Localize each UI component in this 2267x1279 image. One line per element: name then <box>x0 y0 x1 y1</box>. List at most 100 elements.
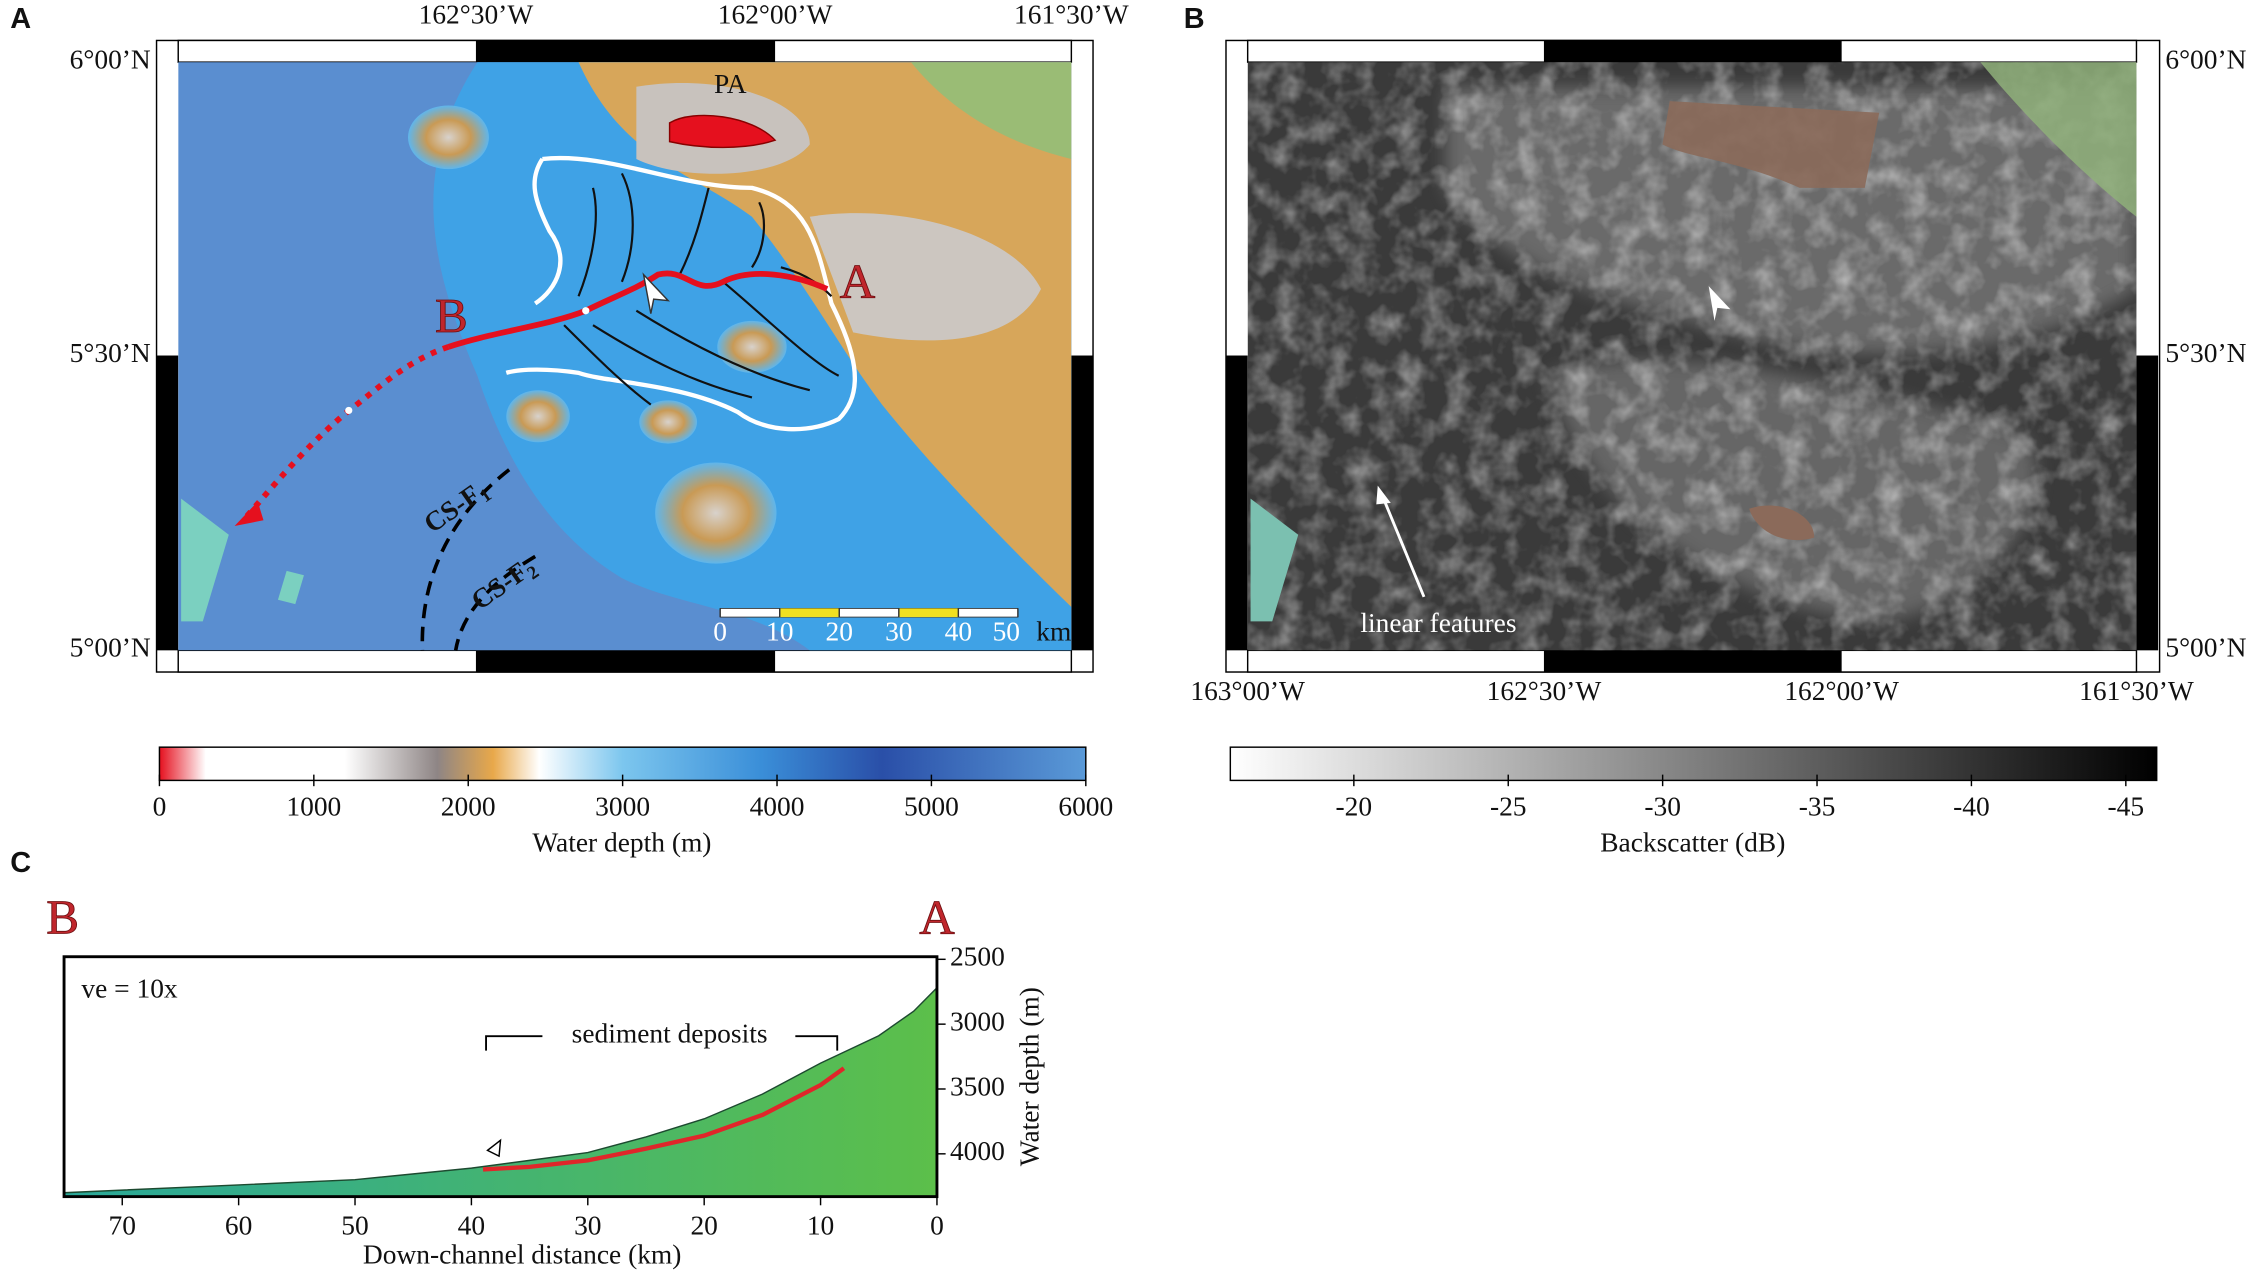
longitude-label: 161°30’W <box>1014 0 1129 30</box>
latitude-label: 6°00’N <box>70 44 151 74</box>
catchment-outline <box>505 155 858 432</box>
texture <box>1247 62 2137 651</box>
colorbar-tick-label: -45 <box>2108 792 2145 822</box>
x-axis-label: Down-channel distance (km) <box>363 1240 681 1270</box>
seamount <box>639 400 698 444</box>
pa-summit <box>668 114 777 149</box>
scale-label: 0 <box>713 617 727 647</box>
longitude-label: 161°30’W <box>2079 676 2194 706</box>
scale-label: 30 <box>885 617 912 647</box>
annotation-arrow <box>1376 485 1391 505</box>
colorbar-tick-label: 1000 <box>286 792 341 822</box>
data-gap <box>1749 505 1815 541</box>
colorbar-tick-label: -30 <box>1644 792 1681 822</box>
seamount <box>655 462 777 564</box>
longitude-label: 162°30’W <box>1487 676 1602 706</box>
channel-point <box>345 406 353 415</box>
y-tick-label: 3500 <box>950 1071 1005 1101</box>
plot-frame <box>62 955 939 1199</box>
latitude-label: 5°30’N <box>70 338 151 368</box>
annotation: sediment deposits <box>572 1019 768 1049</box>
backscatter <box>1247 62 2137 651</box>
colorbar-label: Water depth (m) <box>532 828 711 858</box>
x-tick-label: 20 <box>690 1211 717 1241</box>
frame-border <box>1543 40 1842 63</box>
frame-border <box>1071 355 1094 651</box>
feature-label: PA <box>714 69 747 99</box>
channel-point <box>582 307 590 315</box>
scale-bar <box>719 607 1019 618</box>
x-tick-label: 50 <box>341 1211 368 1241</box>
x-tick-label: 70 <box>109 1211 136 1241</box>
fault-trace <box>453 554 537 651</box>
frame-border <box>1225 355 1248 651</box>
data-gap <box>181 498 229 622</box>
backscatter-colorbar <box>1229 746 2158 782</box>
fault-trace <box>420 468 511 651</box>
flow-arrow <box>234 501 264 527</box>
scale-bar <box>898 608 959 618</box>
colorbar-tick-label: 6000 <box>1058 792 1113 822</box>
annotation: linear features <box>1360 608 1516 638</box>
map-a: PA A B CS-F1 CS-F2 km <box>155 39 1094 673</box>
arrowhead-marker <box>1708 286 1731 321</box>
channel-axis <box>447 270 829 350</box>
colorbar-label: Backscatter (dB) <box>1600 828 1785 858</box>
profile-end-label: A <box>919 889 955 944</box>
panel-label: B <box>1184 3 1205 35</box>
longitude-label: 162°30’W <box>419 0 534 30</box>
x-tick-label: 60 <box>225 1211 252 1241</box>
annotation: ve = 10x <box>81 974 178 1004</box>
colorbar-tick-label: -40 <box>1953 792 1990 822</box>
sediment-surface <box>482 1066 846 1172</box>
seamount <box>717 320 787 373</box>
frame-border <box>475 650 776 673</box>
x-tick-label: 0 <box>930 1211 944 1241</box>
data-gap <box>1662 101 1880 188</box>
colorbar-tick-label: -25 <box>1490 792 1527 822</box>
data-gap <box>1250 498 1299 622</box>
longitude-label: 162°00’W <box>1784 676 1899 706</box>
scale-label: 10 <box>766 617 793 647</box>
seamount <box>506 390 570 443</box>
y-tick-label: 4000 <box>950 1136 1005 1166</box>
scale-label: 50 <box>993 617 1020 647</box>
y-axis-label: Water depth (m) <box>1015 987 1045 1166</box>
seamount <box>408 105 489 170</box>
longitude-label: 163°00’W <box>1190 676 1305 706</box>
colorbar-tick-label: -20 <box>1336 792 1373 822</box>
frame-border <box>1543 650 1842 673</box>
x-tick-label: 30 <box>574 1211 601 1241</box>
latitude-label: 6°00’N <box>2165 44 2246 74</box>
colorbar-tick-label: 2000 <box>441 792 496 822</box>
colorbar-tick-label: 3000 <box>595 792 650 822</box>
feature-label: B <box>435 288 468 343</box>
frame-border <box>475 40 776 63</box>
scale-unit: km <box>1036 617 1071 647</box>
panel-label: C <box>10 847 31 879</box>
x-tick-label: 40 <box>458 1211 485 1241</box>
highland <box>809 213 1042 341</box>
highland <box>578 62 1072 607</box>
y-tick-label: 3000 <box>950 1006 1005 1036</box>
latitude-label: 5°00’N <box>2165 633 2246 663</box>
annotation-arrow <box>1382 498 1426 598</box>
colorbar-tick-label: 0 <box>153 792 167 822</box>
scale-label: 20 <box>826 617 853 647</box>
longitude-label: 162°00’W <box>718 0 833 30</box>
scale-label: 40 <box>945 617 972 647</box>
feature-label: A <box>840 253 876 308</box>
latitude-label: 5°00’N <box>70 633 151 663</box>
colorbar-tick-label: -35 <box>1799 792 1836 822</box>
profile-end-label: B <box>46 889 79 944</box>
panel-label: A <box>10 3 31 35</box>
latitude-label: 5°30’N <box>2165 338 2246 368</box>
map-b: linear features <box>1225 39 2161 673</box>
colorbar-tick-label: 4000 <box>750 792 805 822</box>
data-gap <box>277 570 304 605</box>
y-tick-label: 2500 <box>950 942 1005 972</box>
frame-border <box>2136 355 2159 651</box>
data-gap <box>1980 62 2137 217</box>
